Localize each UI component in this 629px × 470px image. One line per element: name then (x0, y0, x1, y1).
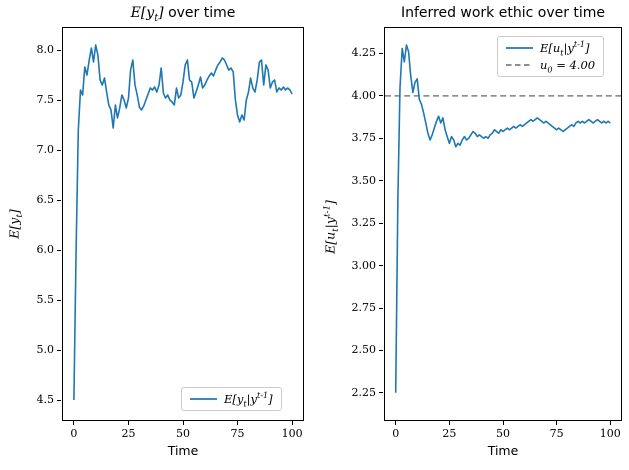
x-tick-mark (502, 421, 504, 425)
left-y-axis-label: E[yt] (6, 209, 26, 239)
legend-entry: E[ut|yt-1] (506, 40, 595, 58)
x-tick-mark (182, 421, 184, 425)
y-tick-mark (57, 49, 61, 51)
x-tick-label: 75 (230, 427, 245, 440)
y-tick-mark (57, 349, 61, 351)
x-tick-label: 0 (392, 427, 400, 440)
y-tick-mark (379, 307, 383, 309)
y-tick-label: 2.25 (351, 385, 377, 399)
legend-dashed-line-sample (506, 64, 533, 66)
y-tick-label: 3.25 (351, 215, 377, 229)
x-tick-mark (448, 421, 450, 425)
series-line (394, 44, 611, 393)
x-tick-label: 25 (121, 427, 136, 440)
x-tick-mark (609, 421, 611, 425)
y-tick-mark (379, 137, 383, 139)
x-tick-label: 50 (176, 427, 190, 440)
plot-canvas (73, 44, 293, 401)
y-tick-label: 7.5 (36, 92, 55, 106)
left-x-axis-label: Time (167, 443, 199, 458)
y-tick-label: 4.25 (351, 46, 377, 60)
legend: E[ut|yt-1] u0 = 4.00 (497, 36, 605, 77)
y-tick-label: 2.75 (351, 300, 377, 314)
x-tick-label: 0 (70, 427, 78, 440)
series-line (73, 44, 293, 401)
x-tick-mark (556, 421, 558, 425)
x-tick-label: 100 (599, 427, 621, 440)
y-tick-label: 4.00 (351, 88, 377, 102)
right-x-axis-label: Time (487, 443, 519, 458)
x-tick-label: 25 (442, 427, 457, 440)
y-tick-label: 3.00 (351, 258, 377, 272)
y-tick-label: 3.50 (351, 173, 377, 187)
x-tick-mark (73, 421, 75, 425)
legend-label: E[yt|yt-1] (224, 391, 273, 409)
y-tick-label: 5.0 (36, 342, 55, 356)
legend-entry: E[yt|yt-1] (190, 391, 273, 409)
left-plot-title: E[yt] over time (130, 5, 236, 24)
y-tick-mark (379, 392, 383, 394)
y-tick-mark (379, 180, 383, 182)
y-tick-mark (57, 149, 61, 151)
right-plot-title: Inferred work ethic over time (400, 5, 606, 21)
left-axes (62, 27, 304, 421)
y-tick-label: 5.5 (36, 292, 55, 306)
right-axes (384, 27, 622, 421)
legend: E[yt|yt-1] (181, 387, 282, 411)
y-tick-mark (379, 222, 383, 224)
y-tick-mark (379, 265, 383, 267)
right-y-axis-label: E[ut|yt-1] (322, 200, 341, 254)
plot-canvas (385, 44, 621, 393)
x-tick-mark (395, 421, 397, 425)
legend-entry: u0 = 4.00 (506, 58, 596, 75)
y-tick-label: 7.0 (36, 142, 55, 156)
y-tick-mark (57, 99, 61, 101)
x-tick-label: 75 (549, 427, 564, 440)
legend-label: u0 = 4.00 (540, 58, 596, 75)
x-tick-label: 50 (496, 427, 510, 440)
y-tick-mark (57, 299, 61, 301)
y-tick-mark (379, 349, 383, 351)
y-tick-label: 6.0 (36, 242, 55, 256)
x-tick-mark (127, 421, 129, 425)
y-tick-label: 4.5 (36, 392, 55, 406)
y-tick-mark (57, 399, 61, 401)
x-tick-label: 100 (281, 427, 303, 440)
y-tick-mark (379, 52, 383, 54)
y-tick-mark (57, 199, 61, 201)
legend-line-sample (506, 47, 533, 49)
legend-line-sample (190, 398, 217, 400)
legend-label: E[ut|yt-1] (540, 40, 590, 58)
y-tick-mark (379, 95, 383, 97)
y-tick-label: 8.0 (36, 42, 55, 56)
y-tick-label: 3.75 (351, 131, 377, 145)
y-tick-label: 6.5 (36, 192, 55, 206)
y-tick-mark (57, 249, 61, 251)
y-tick-label: 2.50 (351, 343, 377, 357)
x-tick-mark (291, 421, 293, 425)
x-tick-mark (237, 421, 239, 425)
